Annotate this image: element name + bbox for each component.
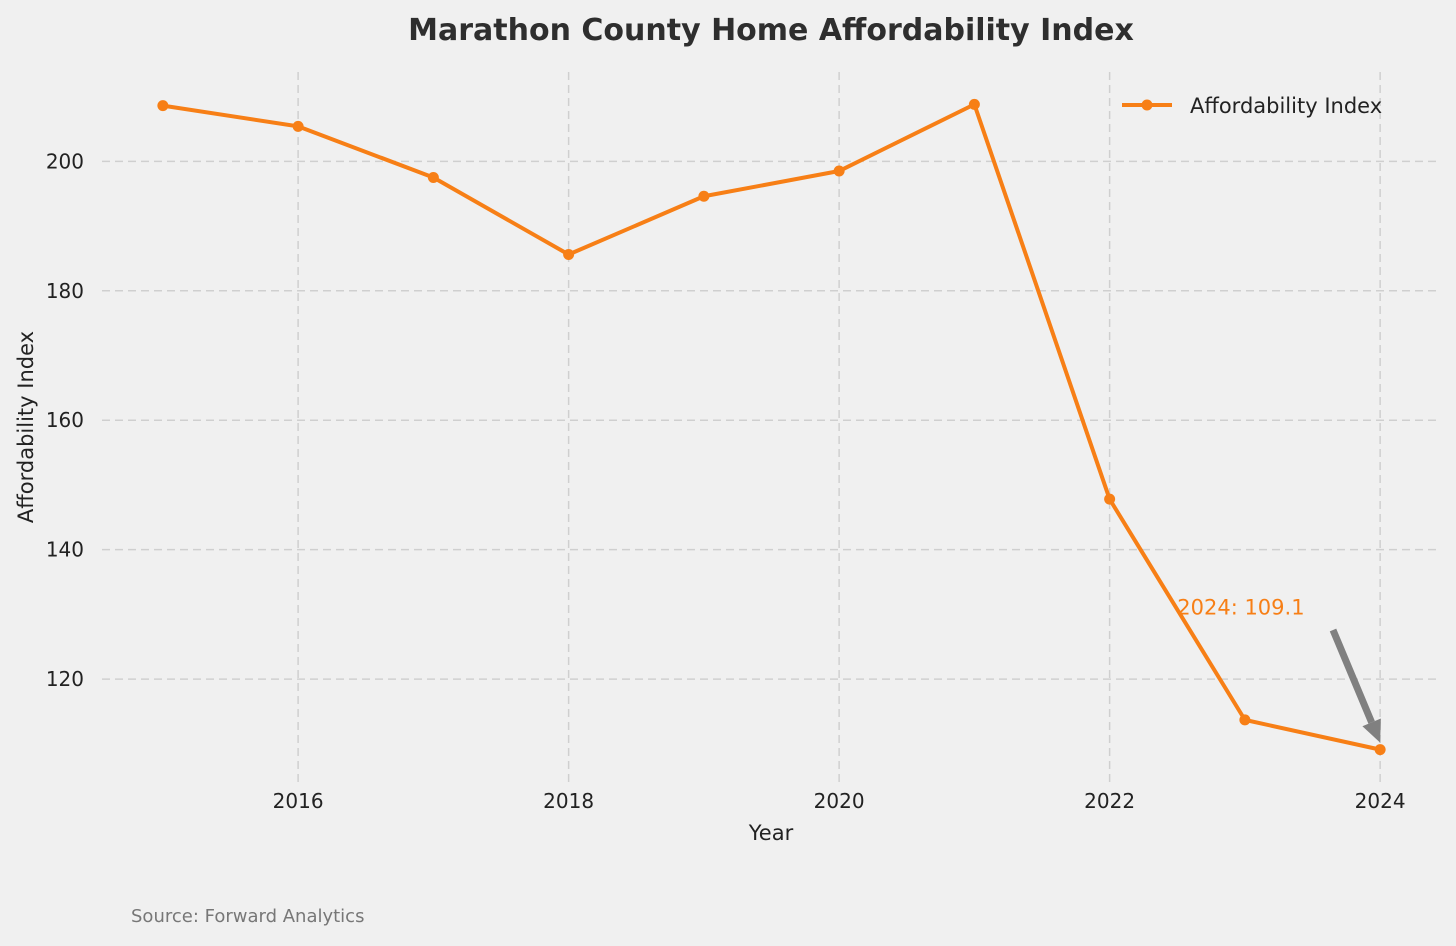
- series-line: [162, 102, 1381, 752]
- source-note: Source: Forward Analytics: [131, 906, 364, 927]
- data-point: [1374, 744, 1386, 756]
- data-point: [563, 249, 575, 261]
- data-point: [833, 165, 845, 177]
- x-tick-label: 2016: [273, 789, 324, 813]
- annotation-label: 2024: 109.1: [1177, 595, 1304, 619]
- legend: Affordability Index: [1122, 94, 1382, 118]
- annotation-arrow-shaft: [1329, 628, 1375, 724]
- x-tick-label: 2024: [1355, 789, 1406, 813]
- y-tick-label: 120: [46, 667, 84, 691]
- data-point: [292, 120, 304, 132]
- data-point: [157, 100, 169, 112]
- data-point: [427, 171, 439, 183]
- x-axis-label: Year: [748, 821, 794, 845]
- data-point: [1104, 493, 1116, 505]
- y-tick-label: 160: [46, 408, 84, 432]
- data-point: [1239, 714, 1251, 726]
- y-tick-label: 180: [46, 279, 84, 303]
- data-point: [968, 98, 980, 110]
- x-tick-label: 2022: [1084, 789, 1135, 813]
- chart-title: Marathon County Home Affordability Index: [408, 13, 1134, 48]
- x-tick-label: 2020: [814, 789, 865, 813]
- legend-marker: [1141, 99, 1153, 111]
- y-tick-label: 140: [46, 538, 84, 562]
- x-tick-label: 2018: [543, 789, 594, 813]
- y-tick-label: 200: [46, 149, 84, 173]
- legend-label: Affordability Index: [1190, 94, 1382, 118]
- annotation-arrow-head: [1362, 718, 1381, 743]
- data-point: [698, 190, 710, 202]
- y-axis-label: Affordability Index: [14, 331, 38, 523]
